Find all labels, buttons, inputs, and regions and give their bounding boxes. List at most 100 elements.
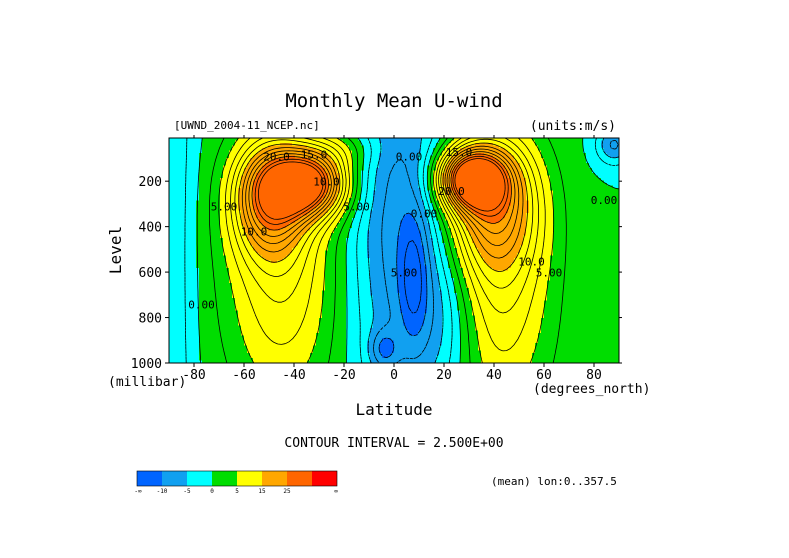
field-cell [376,153,380,157]
field-cell [433,143,437,147]
field-cell [517,165,521,169]
field-cell [475,168,479,172]
field-cell [454,148,458,152]
field-cell [319,180,323,184]
field-cell [205,138,209,142]
field-cell [283,180,287,184]
field-cell [280,183,284,187]
field-cell [325,155,329,159]
field-cell [172,138,176,142]
field-cell [352,180,356,184]
field-cell [244,145,248,149]
field-cell [196,160,200,164]
field-cell [463,183,467,187]
field-cell [220,180,224,184]
field-cell [544,148,548,152]
field-cell [601,175,605,179]
field-cell [415,153,419,157]
field-cell [496,163,500,167]
field-cell [616,140,619,144]
field-cell [478,140,482,144]
field-cell [466,163,470,167]
field-cell [481,175,485,179]
field-cell [316,180,320,184]
field-cell [202,163,206,167]
field-cell [514,178,518,182]
field-cell [556,180,560,184]
field-cell [244,153,248,157]
field-cell [247,145,251,149]
field-cell [421,178,425,182]
field-cell [373,178,377,182]
field-cell [181,148,185,152]
field-cell [286,165,290,169]
field-cell [421,143,425,147]
field-cell [451,150,455,154]
field-cell [208,173,212,177]
field-cell [331,160,335,164]
field-cell [400,163,404,167]
field-cell [271,158,275,162]
field-cell [472,168,476,172]
field-cell [544,183,548,187]
field-cell [400,170,404,174]
field-cell [598,173,602,177]
field-cell [478,160,482,164]
field-cell [406,183,410,187]
field-cell [610,155,614,159]
field-cell [406,168,410,172]
field-cell [508,138,512,142]
field-cell [388,153,392,157]
field-cell [253,180,257,184]
field-cell [385,178,389,182]
field-cell [280,150,284,154]
field-cell [505,143,509,147]
field-cell [376,158,380,162]
field-cell [214,175,218,179]
field-cell [211,183,215,187]
field-cell [277,173,281,177]
field-cell [226,180,230,184]
field-cell [469,138,473,142]
field-cell [598,165,602,169]
field-cell [340,138,344,142]
field-cell [553,180,557,184]
field-cell [193,178,197,182]
field-cell [172,148,176,152]
field-cell [358,143,362,147]
field-cell [223,158,227,162]
field-cell [217,150,221,154]
field-cell [601,143,605,147]
field-cell [286,180,290,184]
field-cell [190,155,194,159]
field-cell [262,180,266,184]
field-cell [553,163,557,167]
field-cell [604,138,608,142]
field-cell [436,185,440,189]
field-cell [607,158,611,162]
field-cell [367,160,371,164]
field-cell [592,180,596,184]
field-cell [292,138,296,142]
field-cell [493,140,497,144]
field-cell [277,155,281,159]
field-cell [319,155,323,159]
field-cell [559,180,563,184]
field-cell [355,163,359,167]
field-cell [409,173,413,177]
field-cell [214,143,218,147]
field-cell [421,148,425,152]
field-cell [202,138,206,142]
field-cell [571,175,575,179]
field-cell [559,178,563,182]
field-cell [505,145,509,149]
field-cell [175,153,179,157]
field-cell [514,163,518,167]
field-cell [610,138,614,142]
field-cell [439,170,443,174]
field-cell [235,138,239,142]
field-cell [592,143,596,147]
field-cell [457,168,461,172]
field-cell [418,158,422,162]
field-cell [307,178,311,182]
